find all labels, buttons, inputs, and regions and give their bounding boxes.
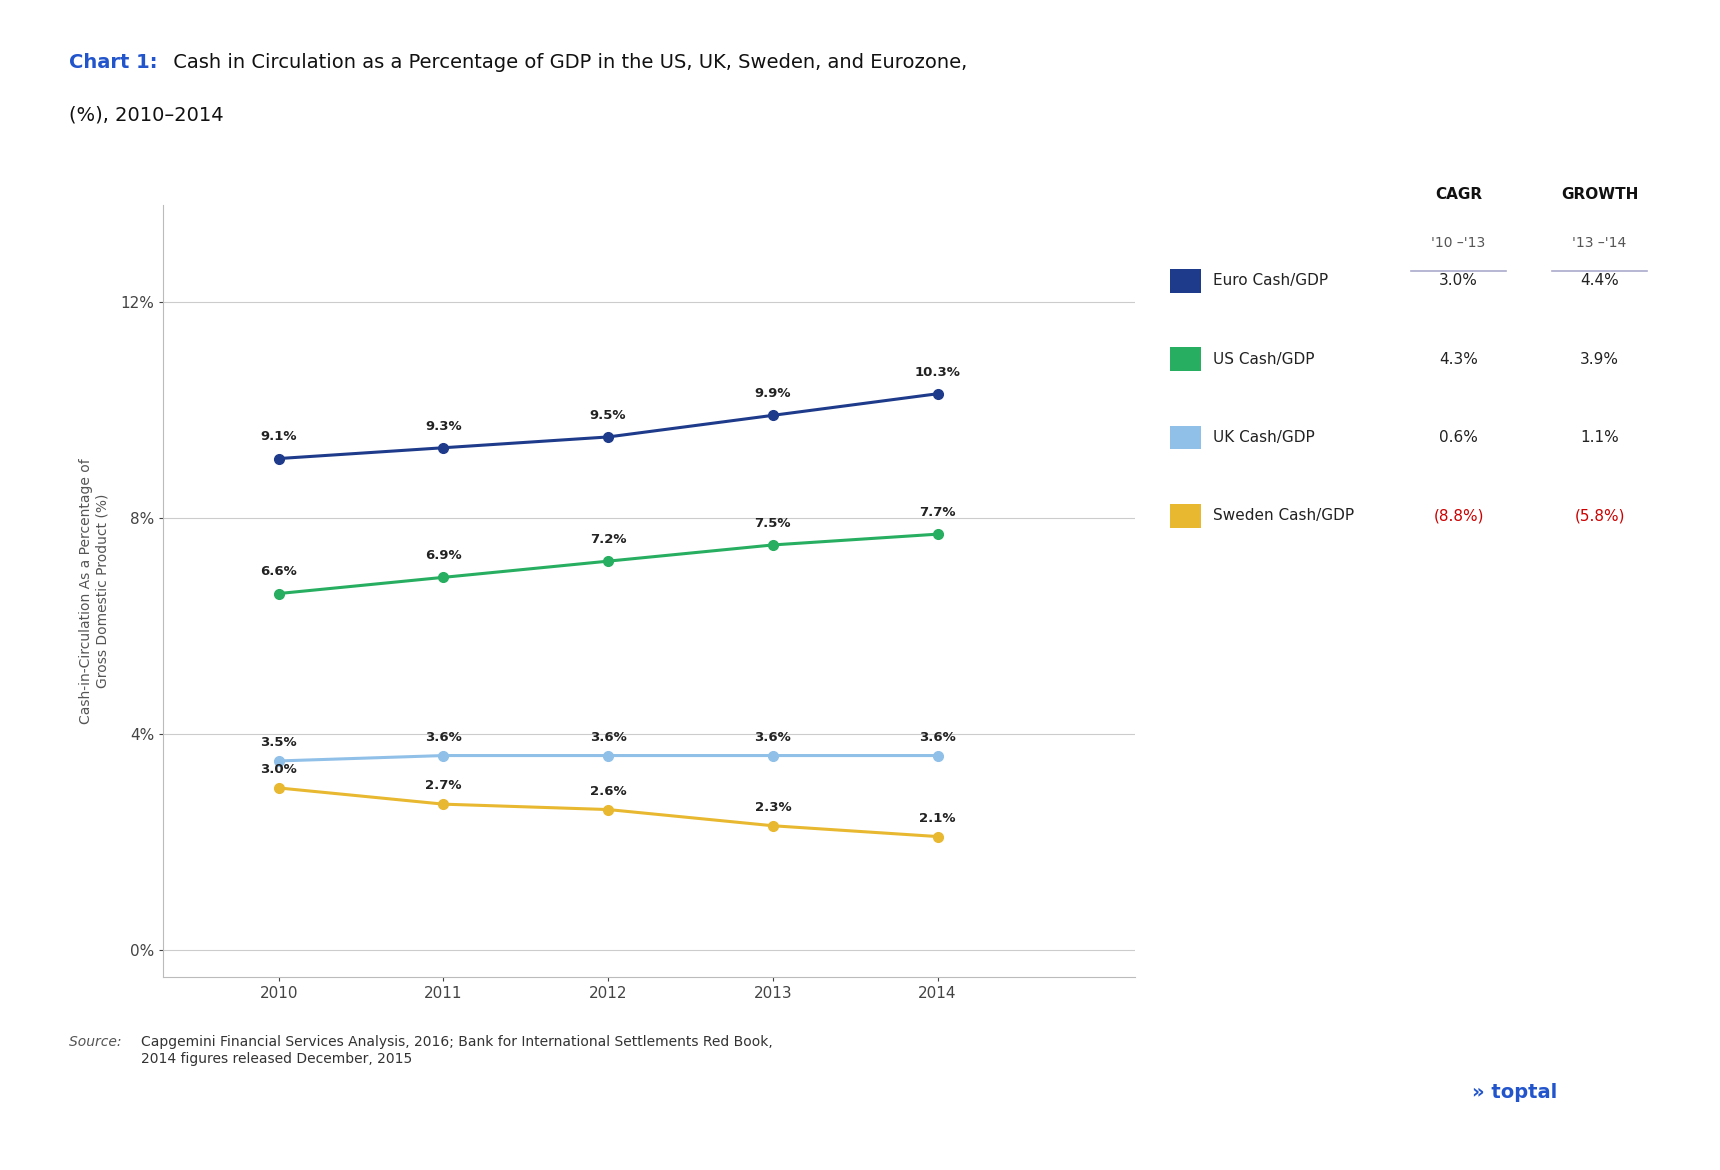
Text: 2.3%: 2.3% <box>755 801 791 814</box>
Text: 3.5%: 3.5% <box>260 736 298 749</box>
Text: CAGR: CAGR <box>1434 187 1483 202</box>
Text: 9.3%: 9.3% <box>425 420 461 433</box>
Text: (5.8%): (5.8%) <box>1574 509 1625 523</box>
Text: Source:: Source: <box>69 1035 126 1049</box>
Text: 3.9%: 3.9% <box>1581 352 1619 366</box>
Text: 2.1%: 2.1% <box>918 812 956 825</box>
Text: 3.6%: 3.6% <box>590 731 626 744</box>
Text: 3.6%: 3.6% <box>425 731 461 744</box>
Text: 9.1%: 9.1% <box>260 431 298 443</box>
Text: 4.4%: 4.4% <box>1581 274 1619 288</box>
Text: 6.6%: 6.6% <box>260 565 298 578</box>
Text: Capgemini Financial Services Analysis, 2016; Bank for International Settlements : Capgemini Financial Services Analysis, 2… <box>141 1035 772 1066</box>
Text: 6.9%: 6.9% <box>425 549 461 563</box>
Text: 2.6%: 2.6% <box>590 785 626 798</box>
Text: » toptal: » toptal <box>1472 1083 1558 1102</box>
Text: 4.3%: 4.3% <box>1440 352 1477 366</box>
Y-axis label: Cash-in-Circulation As a Percentage of
Gross Domestic Product (%): Cash-in-Circulation As a Percentage of G… <box>79 457 110 724</box>
Text: 3.6%: 3.6% <box>755 731 791 744</box>
Text: US Cash/GDP: US Cash/GDP <box>1213 352 1314 366</box>
Text: '13 –'14: '13 –'14 <box>1572 236 1627 250</box>
Text: Cash in Circulation as a Percentage of GDP in the US, UK, Sweden, and Eurozone,: Cash in Circulation as a Percentage of G… <box>167 53 967 71</box>
Text: 3.0%: 3.0% <box>260 763 298 776</box>
Text: 2.7%: 2.7% <box>425 779 461 792</box>
Text: 7.5%: 7.5% <box>755 517 791 530</box>
Text: 9.5%: 9.5% <box>590 408 626 422</box>
Text: 1.1%: 1.1% <box>1581 431 1619 445</box>
Text: UK Cash/GDP: UK Cash/GDP <box>1213 431 1314 445</box>
Text: GROWTH: GROWTH <box>1562 187 1637 202</box>
Text: 3.6%: 3.6% <box>918 731 956 744</box>
Text: Sweden Cash/GDP: Sweden Cash/GDP <box>1213 509 1354 523</box>
Text: (%), 2010–2014: (%), 2010–2014 <box>69 105 224 124</box>
Text: 7.7%: 7.7% <box>918 507 956 519</box>
Text: 7.2%: 7.2% <box>590 534 626 546</box>
Text: 9.9%: 9.9% <box>755 387 791 400</box>
Text: '10 –'13: '10 –'13 <box>1431 236 1486 250</box>
Text: 3.0%: 3.0% <box>1440 274 1477 288</box>
Text: Euro Cash/GDP: Euro Cash/GDP <box>1213 274 1328 288</box>
Text: 0.6%: 0.6% <box>1440 431 1477 445</box>
Text: Chart 1:: Chart 1: <box>69 53 157 71</box>
Text: (8.8%): (8.8%) <box>1433 509 1484 523</box>
Text: 10.3%: 10.3% <box>915 366 960 379</box>
